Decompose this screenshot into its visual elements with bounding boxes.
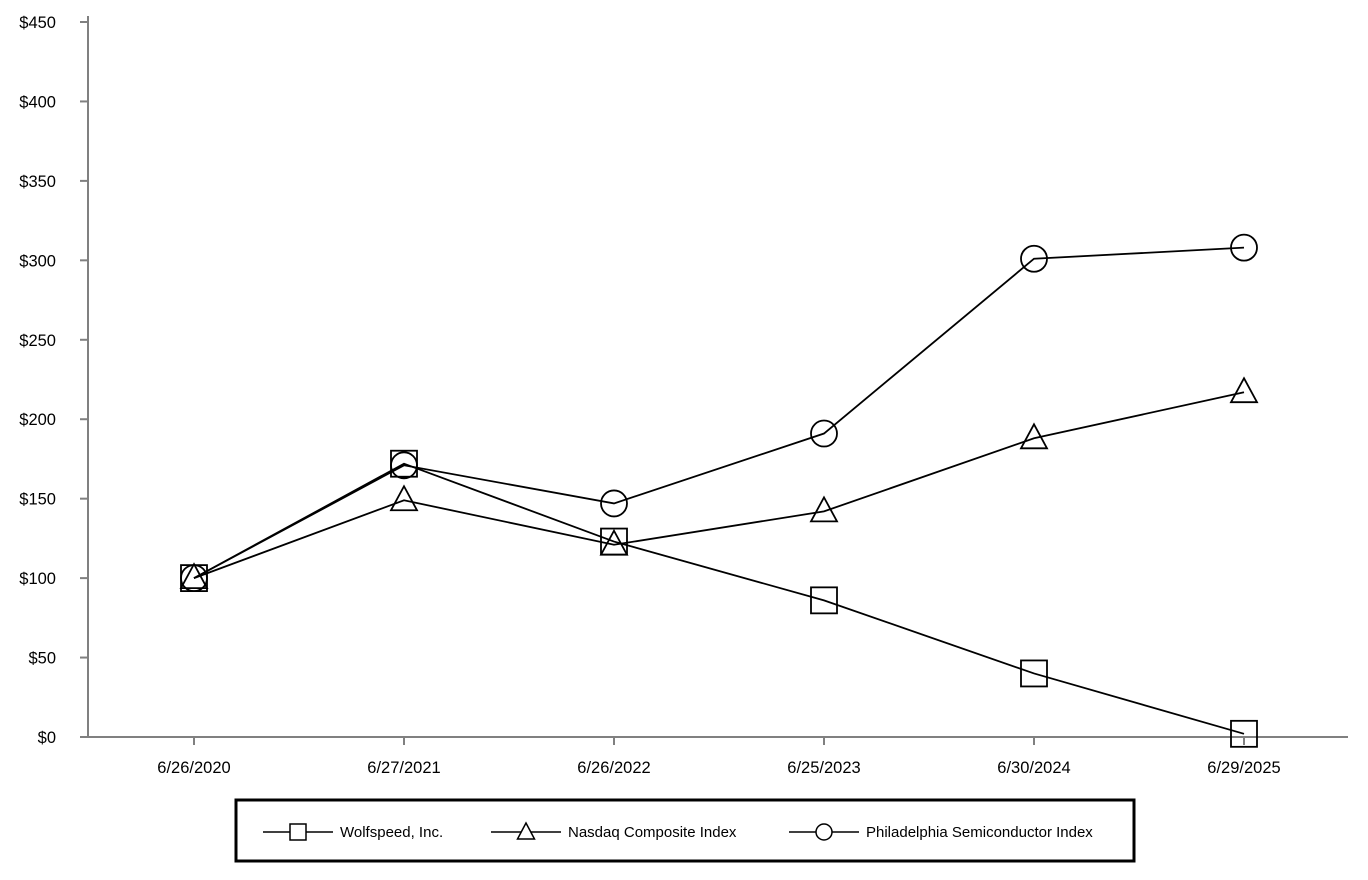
x-axis: 6/26/2020 6/27/2021 6/26/2022 6/25/2023 6/30… [88, 736, 1348, 777]
data-point-square [810, 586, 838, 615]
y-tick-label: $50 [28, 650, 56, 668]
legend-triangle-icon [516, 821, 536, 840]
y-tick-label: $300 [19, 252, 56, 270]
data-point-square [1230, 719, 1258, 748]
series-line-2 [193, 391, 1245, 579]
data-point-circle [810, 419, 838, 448]
data-point-circle [390, 451, 418, 480]
x-tick-label: 6/27/2021 [367, 759, 440, 777]
y-axis: $0 $50 $100 $150 $200 $250 $300 $350 $400 $450 [19, 14, 89, 747]
y-tick-label: $0 [38, 729, 56, 747]
legend: Wolfspeed, Inc. Nasdaq Composite Index Phi… [234, 798, 1136, 863]
y-tick-label: $200 [19, 411, 56, 429]
data-point-triangle [809, 495, 839, 523]
legend-label: Wolfspeed, Inc. [340, 824, 443, 841]
data-point-triangle [599, 528, 629, 556]
y-tick-label: $450 [19, 14, 56, 32]
x-tick-label: 6/26/2022 [577, 759, 650, 777]
data-point-circle [600, 489, 628, 518]
x-tick-label: 6/30/2024 [997, 759, 1070, 777]
series [179, 233, 1259, 748]
legend-label: Nasdaq Composite Index [568, 824, 737, 841]
series-line-1 [193, 462, 1245, 735]
x-tick-label: 6/26/2020 [157, 759, 230, 777]
x-tick-label: 6/25/2023 [787, 759, 860, 777]
data-point-circle [180, 564, 208, 593]
y-tick-label: $100 [19, 570, 56, 588]
series-line-3 [193, 246, 1245, 579]
data-point-triangle [1019, 422, 1049, 450]
y-tick-label: $250 [19, 332, 56, 350]
y-tick-label: $400 [19, 93, 56, 111]
y-tick-label: $150 [19, 491, 56, 509]
data-point-square [1020, 659, 1048, 688]
legend-circle-icon [815, 823, 833, 841]
data-point-triangle [1229, 376, 1259, 404]
data-point-circle [1230, 233, 1258, 262]
y-tick-label: $350 [19, 173, 56, 191]
legend-box [234, 798, 1136, 863]
data-point-triangle [179, 562, 209, 590]
data-point-circle [1020, 244, 1048, 273]
x-tick-label: 6/29/2025 [1207, 759, 1280, 777]
legend-label: Philadelphia Semiconductor Index [866, 824, 1093, 841]
legend-square-icon [289, 823, 307, 841]
data-point-triangle [389, 484, 419, 512]
